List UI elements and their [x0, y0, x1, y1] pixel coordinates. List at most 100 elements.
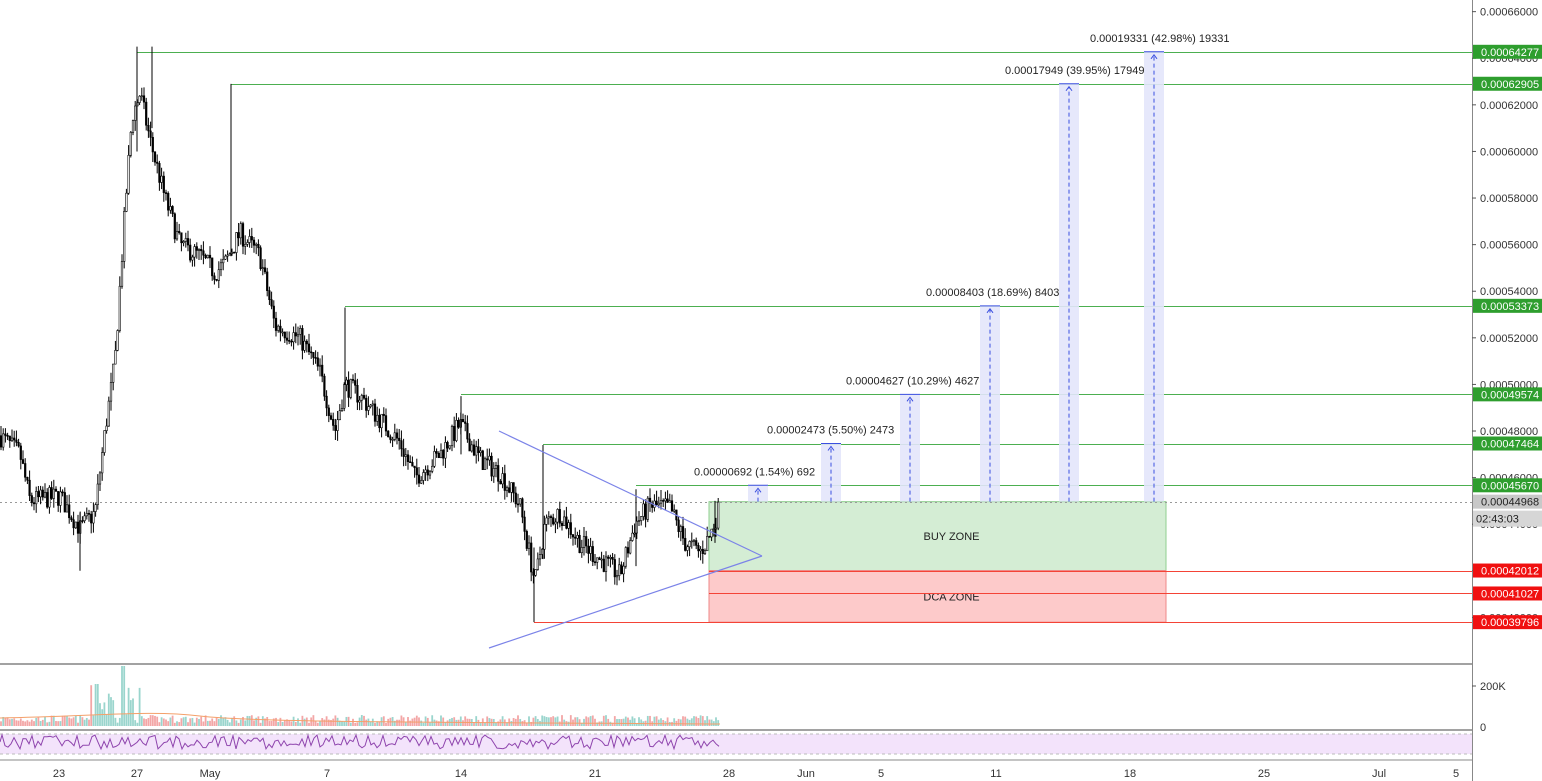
- price-tick-label: 0.00052000: [1480, 333, 1538, 345]
- volume-bar: [26, 720, 29, 726]
- volume-bar: [79, 715, 82, 726]
- candle-body: [26, 476, 29, 481]
- candle-body: [413, 465, 416, 469]
- candle-body: [626, 547, 630, 554]
- volume-bar: [182, 717, 185, 726]
- candle-body: [611, 557, 614, 560]
- volume-bar: [580, 722, 583, 726]
- volume-bar: [101, 709, 104, 726]
- volume-bar: [638, 717, 640, 726]
- candle-body: [389, 436, 392, 440]
- candle-body: [314, 357, 317, 359]
- candle-body: [455, 419, 458, 441]
- volume-bar: [17, 720, 20, 726]
- candle-body: [354, 380, 357, 386]
- volume-bar: [497, 721, 500, 726]
- volume-bar: [457, 719, 460, 726]
- volume-bar: [715, 717, 717, 726]
- candle-body: [624, 547, 627, 567]
- volume-bar: [70, 718, 73, 726]
- candle-body: [226, 254, 229, 257]
- candle-body: [521, 498, 524, 518]
- volume-bar: [398, 719, 401, 726]
- candle-body: [224, 255, 227, 260]
- candle-body: [380, 413, 383, 429]
- volume-bar: [299, 722, 302, 726]
- candle-body: [488, 455, 491, 461]
- volume-bar: [422, 722, 425, 726]
- volume-bar: [620, 719, 623, 726]
- candle-body: [184, 238, 187, 242]
- projection-arrow: [1065, 85, 1073, 92]
- volume-bar: [127, 687, 130, 726]
- candle-body: [512, 482, 515, 494]
- time-tick-label: Jun: [797, 768, 815, 780]
- candle-body: [83, 515, 86, 522]
- volume-bar: [253, 720, 255, 726]
- volume-bar: [356, 722, 359, 726]
- volume-bar: [50, 715, 53, 726]
- candle-body: [32, 502, 36, 505]
- candle-body: [68, 504, 71, 519]
- candle-body: [602, 558, 605, 572]
- candle-body: [398, 437, 401, 441]
- volume-bar: [653, 716, 656, 726]
- candle-body: [151, 137, 154, 153]
- volume-bar: [400, 715, 403, 726]
- volume-bar: [162, 718, 165, 726]
- candle-body: [138, 95, 141, 103]
- candle-body: [618, 564, 621, 576]
- time-tick-label: 5: [1453, 768, 1459, 780]
- volume-bar: [224, 717, 227, 726]
- time-tick-label: 14: [455, 768, 467, 780]
- candle-body: [349, 379, 352, 398]
- candle-body: [464, 421, 467, 424]
- candle-body: [48, 487, 51, 508]
- candle-body: [98, 472, 102, 485]
- volume-bar: [303, 718, 306, 726]
- volume-tick-label: 200K: [1480, 681, 1506, 693]
- candle-body: [609, 557, 612, 559]
- candle-body: [668, 500, 671, 503]
- candle-body: [717, 501, 720, 529]
- price-tag-label: 0.00039796: [1481, 617, 1539, 629]
- volume-bar: [206, 720, 209, 726]
- candle-body: [437, 452, 440, 459]
- candle-body: [604, 556, 608, 572]
- price-tick-label: 0.00062000: [1480, 100, 1538, 112]
- volume-bar: [283, 719, 286, 726]
- volume-bar: [409, 720, 412, 726]
- candle-body: [197, 249, 201, 251]
- rsi-pane: [0, 733, 1472, 755]
- projections-layer: 0.00000692 (1.54%) 692 0.00002473 (5.50%)…: [694, 33, 1229, 502]
- candle-body: [692, 540, 696, 542]
- price-tag: [1473, 44, 1542, 59]
- volume-bar: [464, 716, 467, 726]
- candle-body: [681, 526, 685, 539]
- candle-body: [321, 364, 324, 377]
- volume-bar: [242, 716, 244, 726]
- volume-bar: [193, 722, 196, 726]
- price-tag-label: 0.00049574: [1481, 389, 1539, 401]
- volume-bar: [624, 716, 627, 726]
- candle-body: [261, 267, 264, 270]
- candle-body: [217, 269, 220, 281]
- volume-bar: [611, 722, 614, 726]
- volume-bar: [266, 716, 269, 726]
- volume-bar: [8, 719, 11, 726]
- candle-body: [178, 230, 181, 234]
- candle-body: [63, 492, 66, 513]
- candle-body: [666, 498, 669, 503]
- candle-body: [208, 254, 212, 259]
- candle-body: [670, 500, 674, 512]
- candle-body: [703, 550, 707, 554]
- candle-body: [448, 445, 451, 449]
- candle-body: [565, 516, 568, 529]
- volume-bar: [110, 697, 112, 726]
- volume-bar: [587, 717, 590, 726]
- zones-layer: BUY ZONE DCA ZONE: [708, 501, 1167, 623]
- volume-bar: [272, 718, 275, 726]
- candle-body: [167, 193, 170, 211]
- volume-bar: [169, 717, 172, 726]
